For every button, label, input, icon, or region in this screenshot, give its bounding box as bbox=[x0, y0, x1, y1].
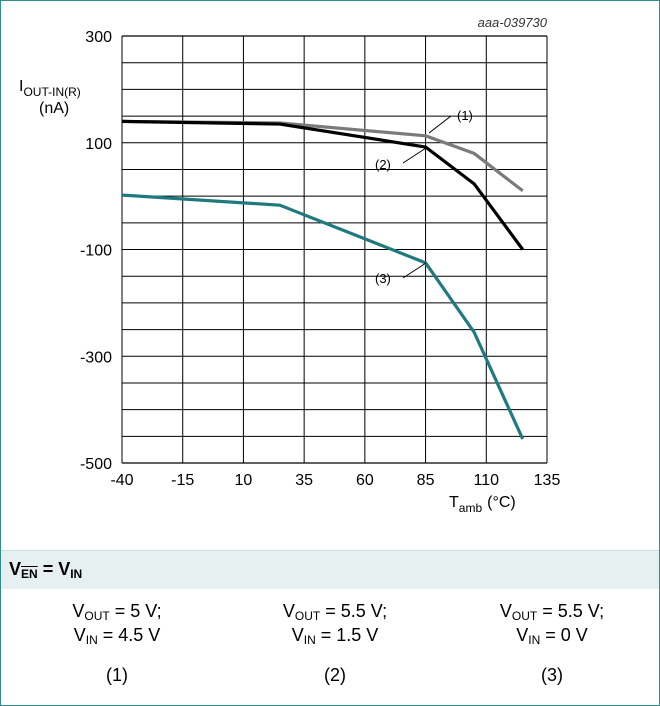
callout-leader bbox=[402, 262, 427, 279]
x-tick-label: 110 bbox=[474, 472, 500, 489]
y-tick-label: -300 bbox=[80, 349, 112, 366]
series-line-3 bbox=[121, 193, 525, 440]
x-tick-label: 85 bbox=[417, 472, 435, 489]
chart: -40 -15 10 35 60 85 110 135 300 100 -100 -300 -500 (… bbox=[19, 15, 560, 515]
series-label: (2) bbox=[375, 157, 391, 172]
x-tick-label: -15 bbox=[171, 472, 194, 489]
tick-labels: -40 -15 10 35 60 85 110 135 300 100 -100 -300 -500 bbox=[80, 29, 560, 489]
callout-leader bbox=[428, 115, 452, 134]
cond-v1: V bbox=[9, 559, 22, 579]
x-axis-label: Tamb (°C) bbox=[449, 494, 516, 515]
series-label: (1) bbox=[457, 108, 473, 123]
callouts: (1) (2) (3) bbox=[375, 108, 473, 286]
vin-line: VIN = 1.5 V bbox=[291, 625, 379, 647]
condition-column-1: VOUT = 5 V; VIN = 4.5 V (1) bbox=[7, 599, 227, 687]
condition-column-3: VOUT = 5.5 V; VIN = 0 V (3) bbox=[442, 599, 660, 687]
x-axis-label-sub: amb bbox=[459, 501, 483, 515]
conditions-header-text: VEN = VIN bbox=[9, 559, 82, 581]
x-tick-label: 60 bbox=[356, 472, 374, 489]
callout-leader bbox=[402, 147, 427, 164]
x-tick-label: 135 bbox=[534, 472, 561, 489]
figure-id: aaa-039730 bbox=[478, 15, 548, 30]
vin-line: VIN = 4.5 V bbox=[73, 625, 161, 647]
y-axis-label-sub: OUT-IN(R) bbox=[23, 85, 80, 99]
condition-column-2: VOUT = 5.5 V; VIN = 1.5 V (2) bbox=[225, 599, 445, 687]
x-axis-label-main: T bbox=[449, 494, 459, 511]
y-axis-label: IOUT-IN(R) bbox=[19, 78, 81, 99]
cond-in-sub: IN bbox=[70, 567, 83, 581]
condition-index: (3) bbox=[541, 665, 563, 685]
y-axis-label-main: I bbox=[19, 78, 23, 95]
vout-line: VOUT = 5.5 V; bbox=[282, 601, 388, 623]
vout-line: VOUT = 5 V; bbox=[72, 601, 162, 623]
cond-eq: = V bbox=[37, 559, 71, 579]
x-tick-label: 10 bbox=[235, 472, 253, 489]
x-axis-label-unit: (°C) bbox=[487, 494, 516, 511]
vout-line: VOUT = 5.5 V; bbox=[499, 601, 605, 623]
y-axis-unit: (nA) bbox=[39, 100, 69, 117]
y-tick-label: 300 bbox=[85, 29, 112, 46]
y-tick-label: -500 bbox=[80, 456, 112, 473]
grid bbox=[121, 35, 548, 464]
vin-line: VIN = 0 V bbox=[516, 625, 588, 647]
conditions-header: VEN = VIN bbox=[1, 550, 659, 589]
x-tick-label: 35 bbox=[295, 472, 313, 489]
x-tick-label: -40 bbox=[110, 472, 133, 489]
condition-index: (2) bbox=[324, 665, 346, 685]
y-tick-label: 100 bbox=[85, 136, 112, 153]
condition-index: (1) bbox=[106, 665, 128, 685]
cond-en-sub: EN bbox=[21, 567, 38, 581]
series-line-2 bbox=[121, 119, 525, 251]
series-label: (3) bbox=[375, 271, 391, 286]
y-tick-label: -100 bbox=[80, 243, 112, 260]
